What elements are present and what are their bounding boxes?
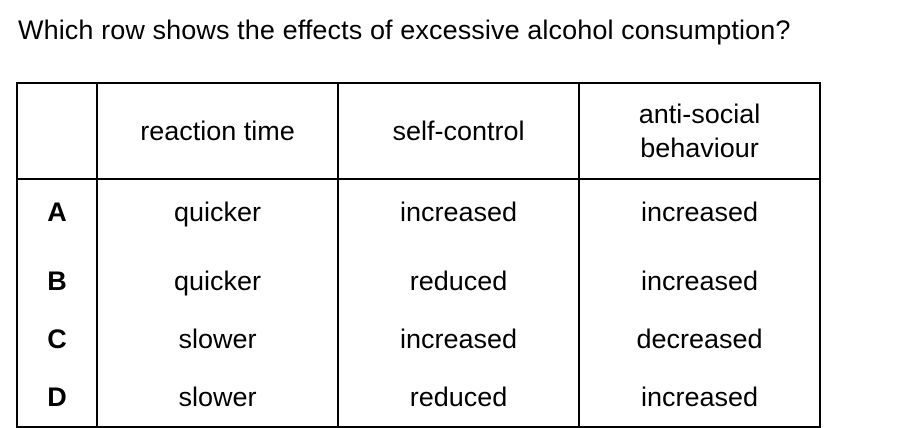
cell-reaction-time: slower bbox=[96, 368, 339, 427]
row-letter: C bbox=[16, 310, 98, 368]
cell-self-control: reduced bbox=[337, 252, 580, 310]
cell-anti-social: decreased bbox=[578, 310, 821, 368]
table-row: D slower reduced increased bbox=[16, 368, 821, 427]
cell-reaction-time: quicker bbox=[96, 252, 339, 310]
header-anti-social-behaviour: anti-social behaviour bbox=[578, 83, 821, 180]
cell-self-control: increased bbox=[337, 179, 580, 252]
header-reaction-time: reaction time bbox=[96, 83, 339, 180]
row-letter: D bbox=[16, 368, 98, 427]
cell-self-control: increased bbox=[337, 310, 580, 368]
cell-anti-social: increased bbox=[578, 179, 821, 252]
question-text: Which row shows the effects of excessive… bbox=[18, 15, 791, 45]
row-letter: A bbox=[16, 179, 98, 252]
cell-self-control: reduced bbox=[337, 368, 580, 427]
table-row: C slower increased decreased bbox=[16, 310, 821, 368]
row-letter: B bbox=[16, 252, 98, 310]
cell-anti-social: increased bbox=[578, 252, 821, 310]
header-anti-social-label: anti-social behaviour bbox=[638, 99, 761, 163]
cell-reaction-time: quicker bbox=[96, 179, 339, 252]
table-header-row: reaction time self-control anti-social b… bbox=[16, 83, 821, 180]
table-row: A quicker increased increased bbox=[16, 179, 821, 252]
header-empty bbox=[16, 83, 98, 180]
cell-anti-social: increased bbox=[578, 368, 821, 427]
header-self-control: self-control bbox=[337, 83, 580, 180]
table-row: B quicker reduced increased bbox=[16, 252, 821, 310]
answer-table: reaction time self-control anti-social b… bbox=[16, 82, 821, 428]
cell-reaction-time: slower bbox=[96, 310, 339, 368]
